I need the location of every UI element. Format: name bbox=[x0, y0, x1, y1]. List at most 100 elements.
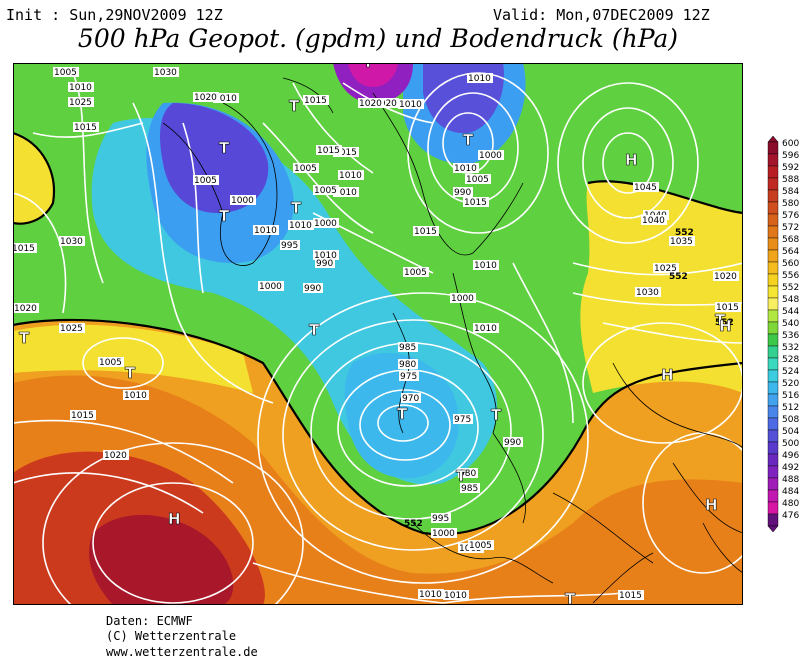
legend-label: 484 bbox=[782, 487, 799, 497]
isobar-label-bg bbox=[73, 122, 99, 132]
legend-swatch bbox=[767, 333, 779, 347]
init-time: Init : Sun,29NOV2009 12Z bbox=[6, 6, 223, 24]
legend-label: 524 bbox=[782, 367, 799, 377]
high-pressure-center: H bbox=[719, 317, 732, 335]
legend-swatch bbox=[767, 321, 779, 335]
isobar-label-bg bbox=[413, 226, 439, 236]
isobar-label-bg bbox=[303, 283, 323, 293]
legend-label: 492 bbox=[782, 463, 799, 473]
isobar-label: 1010 bbox=[468, 74, 491, 84]
legend-swatch bbox=[767, 141, 779, 155]
isobar-label-bg bbox=[253, 225, 279, 235]
isobar-label-bg bbox=[460, 483, 480, 493]
contour-552-west bbox=[13, 131, 56, 225]
isobar-label: 1025 bbox=[69, 98, 92, 108]
legend-label: 596 bbox=[782, 151, 799, 161]
isobar-label-bg bbox=[473, 260, 499, 270]
isobar-label: 1015 bbox=[317, 146, 340, 156]
isobar-label-bg bbox=[398, 342, 418, 352]
low-pressure-center: T bbox=[219, 207, 230, 225]
legend-label: 580 bbox=[782, 199, 799, 209]
legend-swatch bbox=[767, 477, 779, 491]
low-pressure-center: T bbox=[715, 311, 726, 329]
isobar-label: 980 bbox=[399, 360, 416, 370]
isobar-label: 1025 bbox=[654, 264, 677, 274]
isobar-label: 1005 bbox=[314, 186, 337, 196]
isobar-label: 995 bbox=[432, 514, 449, 524]
isobar-label-bg bbox=[213, 93, 239, 103]
isobar-label: 980 bbox=[459, 469, 476, 479]
isobar-label-bg bbox=[313, 250, 339, 260]
legend-label: 480 bbox=[782, 499, 799, 509]
legend-swatch bbox=[767, 285, 779, 299]
isobar-label: 990 bbox=[304, 284, 321, 294]
isobar-label: 1010 bbox=[334, 188, 357, 198]
legend-swatch bbox=[767, 189, 779, 203]
copyright: (C) Wetterzentrale bbox=[106, 629, 237, 643]
isobar-label-bg bbox=[373, 98, 399, 108]
isobar-label: 1015 bbox=[414, 227, 437, 237]
isobar-label: 975 bbox=[400, 372, 417, 382]
legend-label: 592 bbox=[782, 163, 799, 173]
isobar-label: 1010 bbox=[289, 221, 312, 231]
isobar-label: 1015 bbox=[74, 123, 97, 133]
isobar-label-bg bbox=[653, 263, 679, 273]
isobar-label: 1010 bbox=[444, 591, 467, 601]
isobar-label: 1035 bbox=[670, 237, 693, 247]
isobars bbox=[13, 72, 743, 605]
isobar-label: 1010 bbox=[254, 226, 277, 236]
contour-label: 552 bbox=[404, 519, 423, 529]
isobar-label: 1005 bbox=[466, 175, 489, 185]
isobar-label: 970 bbox=[402, 394, 419, 404]
isobar-label: 1030 bbox=[60, 237, 83, 247]
isobar-label-bg bbox=[418, 589, 444, 599]
legend-swatch bbox=[767, 393, 779, 407]
isobar-label-bg bbox=[403, 267, 429, 277]
data-source: Daten: ECMWF bbox=[106, 614, 193, 628]
legend-label: 488 bbox=[782, 475, 799, 485]
isobar-label: 1015 bbox=[334, 148, 357, 158]
isobar-label: 995 bbox=[281, 241, 298, 251]
legend-swatch bbox=[767, 441, 779, 455]
isobar-label-bg bbox=[59, 236, 85, 246]
isobar-label: 1020 bbox=[14, 304, 37, 314]
legend-label: 504 bbox=[782, 427, 799, 437]
isobar-label: 1005 bbox=[194, 176, 217, 186]
legend-swatch bbox=[767, 261, 779, 275]
low-pressure-center: T bbox=[309, 321, 320, 339]
isobar-label: 1005 bbox=[469, 541, 492, 551]
legend-swatch bbox=[767, 345, 779, 359]
isobar-label-bg bbox=[453, 163, 479, 173]
low-pressure-center: T bbox=[219, 139, 230, 157]
isobar-label-bg bbox=[468, 540, 494, 550]
contour-label: 552 bbox=[669, 272, 688, 282]
isobar-label-bg bbox=[70, 410, 96, 420]
legend-label: 476 bbox=[782, 511, 799, 521]
legend-swatch bbox=[767, 165, 779, 179]
high-pressure-center: H bbox=[705, 496, 718, 514]
color-legend: 600 596 592 588 584 580 576 572 568 564 560 556 552 5… bbox=[767, 136, 799, 533]
legend-swatch bbox=[767, 249, 779, 263]
low-pressure-center: T bbox=[491, 406, 502, 424]
isobar-label-bg bbox=[478, 150, 504, 160]
field-violet-north bbox=[160, 103, 269, 213]
legend-swatch bbox=[767, 369, 779, 383]
isobar-label: 1000 bbox=[432, 529, 455, 539]
legend-label: 516 bbox=[782, 391, 799, 401]
isobar-label-bg bbox=[635, 287, 661, 297]
isobar-label-bg bbox=[453, 187, 473, 197]
contour-552 bbox=[13, 318, 743, 536]
isobar-label: 1000 bbox=[231, 196, 254, 206]
low-pressure-center: T bbox=[125, 364, 136, 382]
isobar-label: 1005 bbox=[99, 358, 122, 368]
legend-swatch bbox=[767, 513, 779, 527]
legend-swatch bbox=[767, 201, 779, 215]
high-pressure-center: H bbox=[168, 510, 181, 528]
isobar-label: 1030 bbox=[154, 68, 177, 78]
legend-label: 544 bbox=[782, 307, 799, 317]
legend-swatch bbox=[767, 465, 779, 479]
isobar-label-bg bbox=[53, 67, 79, 77]
legend-swatch bbox=[767, 357, 779, 371]
legend-label: 548 bbox=[782, 295, 799, 305]
isobar-label-bg bbox=[315, 258, 335, 268]
